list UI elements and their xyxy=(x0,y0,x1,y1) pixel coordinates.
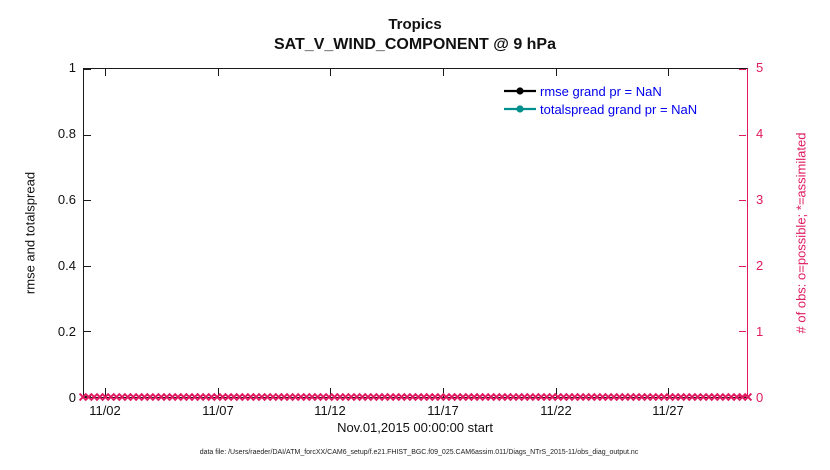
axis-tick xyxy=(84,396,91,398)
axis-tick xyxy=(84,266,91,268)
axis-tick xyxy=(84,135,91,137)
axis-tick xyxy=(668,388,670,397)
y-left-tick-label: 0.8 xyxy=(57,126,76,141)
obs-x-markers xyxy=(78,392,753,402)
axis-tick xyxy=(556,388,558,397)
y-right-tick-label: 3 xyxy=(756,192,764,207)
x-tick-label: 11/17 xyxy=(427,403,459,418)
axis-tick xyxy=(739,135,746,137)
legend-entry-rmse: rmse grand pr = NaN xyxy=(504,83,697,99)
y-left-tick-label: 0.2 xyxy=(57,324,76,339)
axis-tick xyxy=(739,331,746,333)
axis-tick xyxy=(739,200,746,202)
x-tick-label: 11/27 xyxy=(652,403,684,418)
y-right-tick-label: 5 xyxy=(756,60,764,75)
x-tick-label: 11/22 xyxy=(540,403,572,418)
axis-tick xyxy=(84,331,91,333)
y-axis-label-left: rmse and totalspread xyxy=(22,171,38,295)
y-right-tick-label: 4 xyxy=(756,126,764,141)
axis-tick xyxy=(105,69,107,76)
y-left-tick-label: 0.4 xyxy=(57,258,76,273)
x-tick-label: 11/02 xyxy=(89,403,121,418)
y-axis-label-right: # of obs: o=possible; *=assimilated xyxy=(793,132,809,334)
y-right-tick-label: 2 xyxy=(756,258,764,273)
legend-label-totalspread: totalspread grand pr = NaN xyxy=(540,101,698,117)
chart-subtitle: SAT_V_WIND_COMPONENT @ 9 hPa xyxy=(273,36,556,53)
axis-tick xyxy=(443,388,445,397)
axis-tick xyxy=(739,69,746,71)
axis-tick xyxy=(218,69,220,76)
legend-label-rmse: rmse grand pr = NaN xyxy=(540,83,662,99)
totalspread-line-marker-icon xyxy=(504,104,536,114)
chart-title: Tropics xyxy=(388,16,442,33)
assimilated-obs-marker-band xyxy=(78,392,753,402)
rmse-line-marker-icon xyxy=(504,86,536,96)
legend: rmse grand pr = NaN totalspread grand pr… xyxy=(504,83,697,117)
axis-tick xyxy=(556,69,558,76)
axis-tick xyxy=(218,388,220,397)
axis-tick xyxy=(443,69,445,76)
y-right-tick-label: 0 xyxy=(756,390,764,405)
axis-tick xyxy=(739,396,746,398)
x-tick-label: 11/07 xyxy=(202,403,234,418)
legend-entry-totalspread: totalspread grand pr = NaN xyxy=(504,101,697,117)
y-left-tick-label: 1 xyxy=(68,60,76,75)
axis-tick xyxy=(330,388,332,397)
axis-tick xyxy=(84,200,91,202)
y-right-tick-label: 1 xyxy=(756,324,764,339)
axis-tick xyxy=(330,69,332,76)
axis-tick xyxy=(84,69,91,71)
axis-tick xyxy=(105,388,107,397)
x-axis-label: Nov.01,2015 00:00:00 start xyxy=(337,420,493,435)
axis-tick xyxy=(739,266,746,268)
x-tick-label: 11/12 xyxy=(314,403,346,418)
data-file-caption: data file: /Users/raeder/DAI/ATM_forcXX/… xyxy=(199,449,639,456)
y-left-tick-label: 0 xyxy=(68,390,76,405)
y-left-tick-label: 0.6 xyxy=(57,192,76,207)
axis-tick xyxy=(668,69,670,76)
plot-area: rmse grand pr = NaN totalspread grand pr… xyxy=(78,68,753,402)
